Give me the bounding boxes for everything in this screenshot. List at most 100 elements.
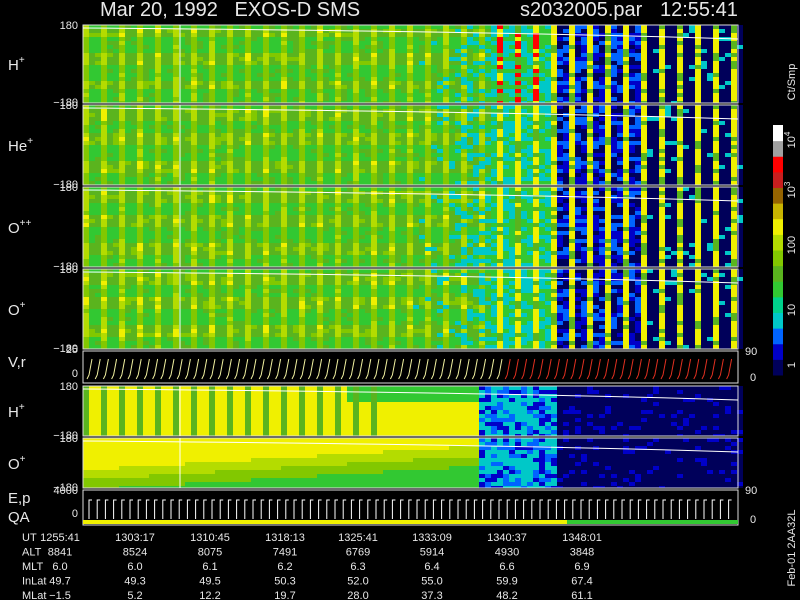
spectrogram-cell: [641, 93, 647, 97]
spectrogram-cell: [497, 133, 503, 137]
spectrogram-cell: [413, 141, 419, 145]
spectrogram-cell: [677, 65, 683, 69]
spectrogram-cell: [659, 121, 665, 125]
spectrogram-cell: [101, 191, 107, 195]
spectrogram-cell: [215, 169, 221, 173]
spectrogram-cell: [269, 57, 275, 61]
spectrogram-cell: [545, 121, 551, 125]
spectrogram-cell: [653, 41, 659, 45]
spectrogram-cell: [737, 157, 743, 161]
spectrogram-cell: [419, 105, 425, 109]
spectrogram-cell: [659, 61, 665, 65]
spectrogram-cell: [605, 49, 611, 53]
spectrogram-cell: [329, 65, 335, 69]
spectrogram-cell: [353, 165, 359, 169]
spectrogram-cell: [719, 25, 725, 29]
spectrogram-cell: [269, 65, 275, 69]
spectrogram-cell: [497, 93, 503, 97]
spectrogram-cell: [485, 137, 491, 141]
spectrogram-cell: [425, 25, 431, 29]
spectrogram-cell: [467, 161, 473, 165]
spectrogram-cell: [329, 69, 335, 73]
spectrogram-cell: [329, 45, 335, 49]
spectrogram-cell: [653, 61, 659, 65]
spectrogram-cell: [113, 173, 119, 177]
spectrogram-cell: [659, 177, 665, 181]
spectrogram-cell: [179, 195, 185, 199]
spectrogram-cell: [245, 207, 251, 211]
spectrogram-cell: [641, 173, 647, 177]
spectrogram-cell: [425, 45, 431, 49]
spectrogram-cell: [515, 169, 521, 173]
spectrogram-cell: [443, 153, 449, 157]
spectrogram-cell: [737, 137, 743, 141]
spectrogram-cell: [413, 45, 419, 49]
spectrogram-cell: [197, 169, 203, 173]
spectrogram-cell: [641, 81, 647, 85]
spectrogram-cell: [419, 161, 425, 165]
spectrogram-cell: [323, 45, 329, 49]
spectrogram-cell: [191, 29, 197, 33]
spectrogram-cell: [251, 255, 257, 259]
spectrogram-cell: [107, 153, 113, 157]
spectrogram-cell: [581, 181, 587, 185]
spectrogram-cell: [491, 113, 497, 117]
spectrogram-cell: [389, 105, 395, 109]
spectrogram-cell: [641, 145, 647, 149]
spectrogram-cell: [251, 227, 257, 231]
spectrogram-cell: [677, 49, 683, 53]
spectrogram-cell: [257, 73, 263, 77]
spectrogram-cell: [95, 93, 101, 97]
spectrogram-cell: [191, 195, 197, 199]
spectrogram-cell: [173, 157, 179, 161]
spectrogram-cell: [173, 199, 179, 203]
spectrogram-cell: [191, 247, 197, 251]
spectrogram-cell: [419, 97, 425, 101]
spectrogram-cell: [521, 149, 527, 153]
spectrogram-cell: [101, 53, 107, 57]
spectrogram-cell: [215, 145, 221, 149]
spectrogram-cell: [611, 57, 617, 61]
spectrogram-cell: [119, 65, 125, 69]
spectrogram-cell: [575, 41, 581, 45]
spectrogram-cell: [731, 105, 737, 109]
spectrogram-cell: [215, 53, 221, 57]
spectrogram-cell: [689, 181, 695, 185]
spectrogram-cell: [563, 145, 569, 149]
spectrogram-cell: [545, 145, 551, 149]
spectrogram-cell: [611, 37, 617, 41]
spectrogram-cell: [221, 251, 227, 255]
spectrogram-cell: [95, 121, 101, 125]
spectrogram-cell: [173, 255, 179, 259]
spectrogram-cell: [431, 165, 437, 169]
spectrogram-cell: [473, 177, 479, 181]
spectrogram-cell: [83, 117, 89, 121]
spectrogram-cell: [137, 145, 143, 149]
spectrogram-cell: [677, 105, 683, 109]
spectrogram-cell: [431, 101, 437, 103]
spectrogram-cell: [563, 149, 569, 153]
spectrogram-cell: [557, 177, 563, 181]
spectrogram-cell: [329, 113, 335, 117]
spectrogram-cell: [521, 81, 527, 85]
spectrogram-cell: [653, 109, 659, 113]
spectrogram-cell: [221, 263, 227, 267]
spectrogram-cell: [305, 129, 311, 133]
spectrogram-cell: [353, 81, 359, 85]
spectrogram-cell: [371, 25, 377, 29]
spectrogram-cell: [419, 133, 425, 137]
spectrogram-cell: [665, 121, 671, 125]
spectrogram-cell: [161, 203, 167, 207]
spectrogram-cell: [143, 77, 149, 81]
spectrogram-cell: [689, 53, 695, 57]
spectrogram-cell: [539, 137, 545, 141]
spectrogram-cell: [209, 69, 215, 73]
spectrogram-cell: [131, 49, 137, 53]
spectrogram-cell: [635, 49, 641, 53]
spectrogram-cell: [125, 199, 131, 203]
spectrogram-cell: [263, 85, 269, 89]
spectrogram-cell: [719, 157, 725, 161]
spectrogram-cell: [161, 25, 167, 29]
spectrogram-cell: [551, 173, 557, 177]
spectrogram-cell: [671, 69, 677, 73]
